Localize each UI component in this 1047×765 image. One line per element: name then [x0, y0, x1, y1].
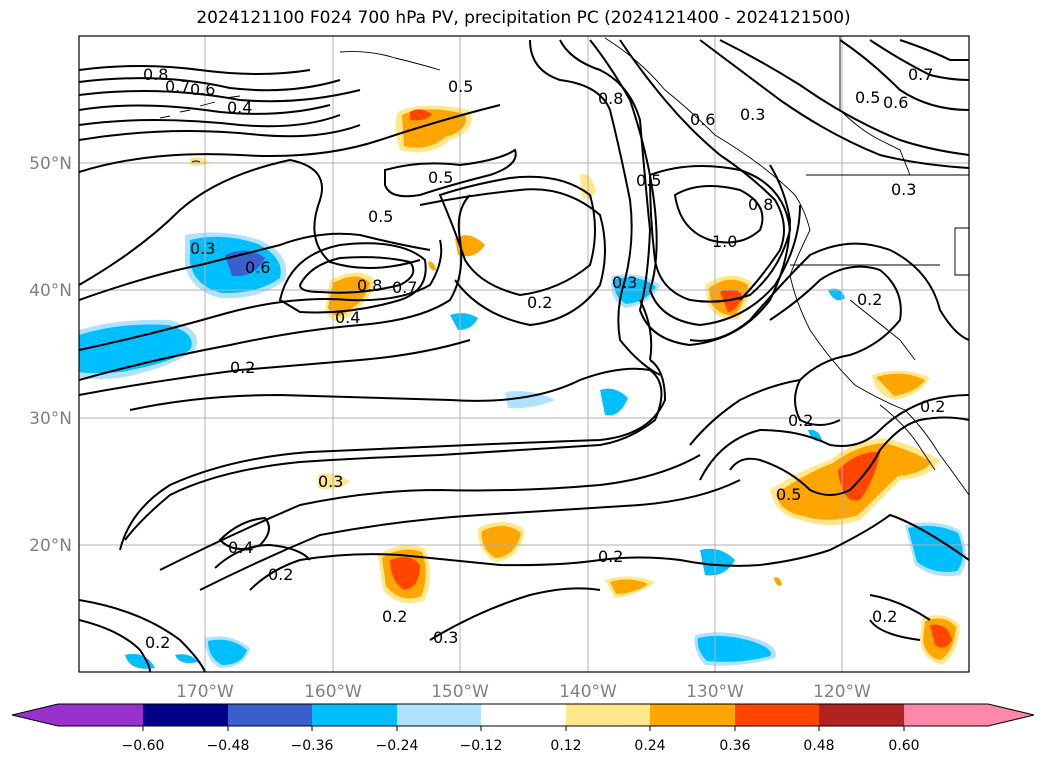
svg-text:0.4: 0.4 — [227, 98, 252, 117]
svg-text:0.4: 0.4 — [335, 308, 360, 327]
svg-text:0.8: 0.8 — [748, 195, 773, 214]
svg-text:50°N: 50°N — [29, 154, 72, 174]
colorbar-tick-label: −0.12 — [460, 738, 503, 754]
svg-text:0.5: 0.5 — [448, 77, 473, 96]
colorbar-tick-label: −0.24 — [376, 738, 419, 754]
colorbar-segment — [312, 704, 397, 726]
svg-text:0.8: 0.8 — [357, 276, 382, 295]
svg-text:0.8: 0.8 — [598, 89, 623, 108]
colorbar-segment — [58, 704, 143, 726]
svg-text:0.7: 0.7 — [908, 65, 933, 84]
colorbar-segment — [819, 704, 904, 726]
svg-text:0.5: 0.5 — [636, 171, 661, 190]
colorbar-tick-label: −0.36 — [291, 738, 334, 754]
colorbar-tick-label: 0.12 — [550, 738, 581, 754]
colorbar-extend-max — [904, 704, 1034, 726]
colorbar-tick-label: 0.60 — [888, 738, 919, 754]
svg-text:40°N: 40°N — [29, 281, 72, 301]
svg-text:0.2: 0.2 — [527, 293, 552, 312]
colorbar-segment — [397, 704, 481, 726]
svg-text:20°N: 20°N — [29, 536, 72, 556]
svg-text:0.2: 0.2 — [788, 411, 813, 430]
svg-text:0.8: 0.8 — [143, 65, 168, 84]
svg-text:0.3: 0.3 — [612, 273, 637, 292]
colorbar-segment — [481, 704, 566, 726]
svg-text:0.2: 0.2 — [872, 607, 897, 626]
svg-text:0.5: 0.5 — [368, 207, 393, 226]
svg-text:0.2: 0.2 — [382, 607, 407, 626]
svg-text:0.3: 0.3 — [740, 105, 765, 124]
svg-text:170°W: 170°W — [176, 682, 234, 702]
svg-text:0.6: 0.6 — [883, 93, 908, 112]
svg-text:0.5: 0.5 — [776, 485, 801, 504]
svg-text:0.6: 0.6 — [690, 110, 715, 129]
svg-text:0.2: 0.2 — [230, 358, 255, 377]
svg-text:0.7: 0.7 — [392, 278, 417, 297]
precip-positive-shading — [190, 105, 960, 665]
svg-text:0.2: 0.2 — [598, 547, 623, 566]
colorbar-tick-label: 0.36 — [719, 738, 750, 754]
colorbar-outline — [11, 703, 1035, 727]
colorbar-segment — [566, 704, 650, 726]
longitude-labels: 170°W 160°W 150°W 140°W 130°W 120°W — [176, 682, 871, 702]
colorbar-segment — [735, 704, 819, 726]
svg-text:0.3: 0.3 — [190, 239, 215, 258]
colorbar-extend-min — [12, 704, 58, 726]
colorbar-tick-label: −0.48 — [207, 738, 250, 754]
svg-text:120°W: 120°W — [813, 682, 871, 702]
svg-text:130°W: 130°W — [686, 682, 744, 702]
svg-text:0.6: 0.6 — [190, 80, 215, 99]
svg-text:0.5: 0.5 — [855, 88, 880, 107]
svg-text:0.2: 0.2 — [145, 633, 170, 652]
svg-text:0.2: 0.2 — [920, 397, 945, 416]
map-frame — [78, 35, 970, 673]
svg-text:150°W: 150°W — [431, 682, 489, 702]
svg-text:0.6: 0.6 — [245, 258, 270, 277]
colorbar: −0.60 −0.48 −0.36 −0.24 −0.12 0.12 0.24 … — [11, 703, 1035, 754]
colorbar-segment — [650, 704, 735, 726]
colorbar-tick-label: −0.60 — [122, 738, 165, 754]
svg-text:0.4: 0.4 — [228, 538, 253, 557]
svg-text:0.7: 0.7 — [165, 77, 190, 96]
svg-text:0.3: 0.3 — [891, 180, 916, 199]
svg-text:0.3: 0.3 — [433, 628, 458, 647]
colorbar-tick-label: 0.24 — [634, 738, 665, 754]
svg-text:0.2: 0.2 — [268, 565, 293, 584]
svg-text:0.3: 0.3 — [318, 472, 343, 491]
latitude-labels: 50°N 40°N 30°N 20°N — [29, 154, 72, 556]
colorbar-segment — [143, 704, 228, 726]
contour-labels: 0.8 0.7 0.6 0.4 0.5 0.8 0.6 0.3 0.5 0.6 … — [143, 65, 945, 652]
svg-text:160°W: 160°W — [304, 682, 362, 702]
colorbar-tick-label: 0.48 — [803, 738, 834, 754]
map-title: 2024121100 F024 700 hPa PV, precipitatio… — [196, 8, 851, 28]
svg-text:30°N: 30°N — [29, 409, 72, 429]
svg-text:0.2: 0.2 — [857, 290, 882, 309]
colorbar-ticks — [142, 726, 905, 731]
svg-text:140°W: 140°W — [559, 682, 617, 702]
colorbar-segment — [228, 704, 312, 726]
precip-negative-shading — [79, 232, 966, 669]
pv-contours — [79, 39, 969, 672]
svg-text:0.5: 0.5 — [428, 168, 453, 187]
svg-text:1.0: 1.0 — [712, 232, 737, 251]
